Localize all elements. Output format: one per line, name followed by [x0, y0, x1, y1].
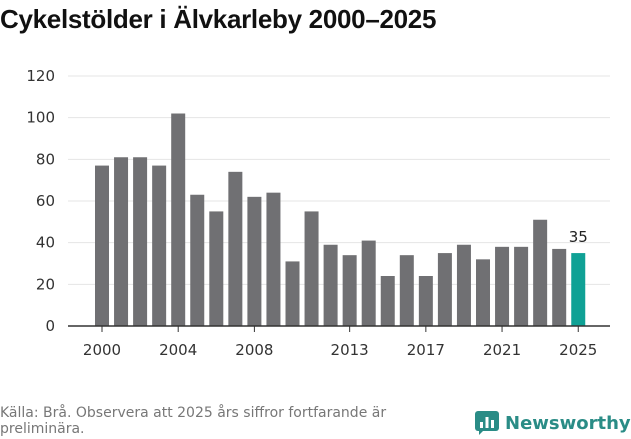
- bar-2001: [114, 157, 129, 326]
- bar-2000: [95, 165, 109, 326]
- bar-2003: [152, 165, 167, 326]
- bar-2017: [418, 276, 433, 326]
- bar-2006: [209, 211, 224, 326]
- chart-title: Cykelstölder i Älvkarleby 2000–2025: [0, 4, 437, 34]
- gridlines: [68, 75, 610, 285]
- y-tick-label: 80: [36, 150, 55, 168]
- bar-2013: [342, 255, 357, 326]
- x-tick-label: 2008: [235, 341, 273, 359]
- bars: 35: [95, 113, 588, 326]
- x-tick-label: 2013: [331, 341, 369, 359]
- y-tick-label: 20: [36, 275, 55, 293]
- axes: 0 20 40 60 80 100 120 2000 2004 2008 2013 2017 2021 2…: [26, 67, 610, 359]
- bar-2023: [533, 219, 548, 326]
- bar-2009: [266, 192, 281, 326]
- y-tick-label: 120: [26, 67, 55, 85]
- bar-2025: [571, 253, 586, 326]
- x-tick-label: 2004: [159, 341, 197, 359]
- bar-2010: [285, 261, 300, 326]
- x-tick-label: 2021: [483, 341, 521, 359]
- bar-chart-speech-bubble-icon: [475, 411, 499, 435]
- x-tick-label: 2025: [559, 341, 597, 359]
- y-tick-label: 60: [36, 192, 55, 210]
- bar-2002: [133, 157, 148, 326]
- bar-2015: [380, 276, 395, 326]
- bar-2008: [247, 196, 262, 326]
- data-label: 35: [569, 228, 588, 246]
- y-tick-label: 0: [45, 317, 55, 335]
- bar-2022: [514, 246, 529, 326]
- y-tick-label: 40: [36, 234, 55, 252]
- bar-2011: [304, 211, 319, 326]
- bar-2005: [190, 194, 205, 326]
- x-tick-label: 2017: [407, 341, 445, 359]
- x-tick-label: 2000: [83, 341, 121, 359]
- bar-2012: [323, 244, 338, 326]
- bar-2019: [456, 244, 471, 326]
- bar-chart: 35 0 20 40 60 80 100 120 2000 2004 2008 2013 2017 20…: [26, 67, 610, 359]
- bar-2021: [495, 246, 510, 326]
- brand-logo[interactable]: Newsworthy: [475, 408, 631, 438]
- bar-2018: [437, 253, 452, 326]
- bar-2016: [399, 255, 414, 326]
- source-note: Källa: Brå. Observera att 2025 års siffr…: [0, 405, 387, 437]
- bar-2007: [228, 171, 243, 326]
- brand-name: Newsworthy: [505, 412, 631, 434]
- bar-2024: [552, 248, 567, 326]
- y-tick-label: 100: [26, 109, 55, 127]
- bar-2004: [171, 113, 186, 326]
- bar-2020: [476, 259, 490, 326]
- bar-2014: [361, 240, 376, 326]
